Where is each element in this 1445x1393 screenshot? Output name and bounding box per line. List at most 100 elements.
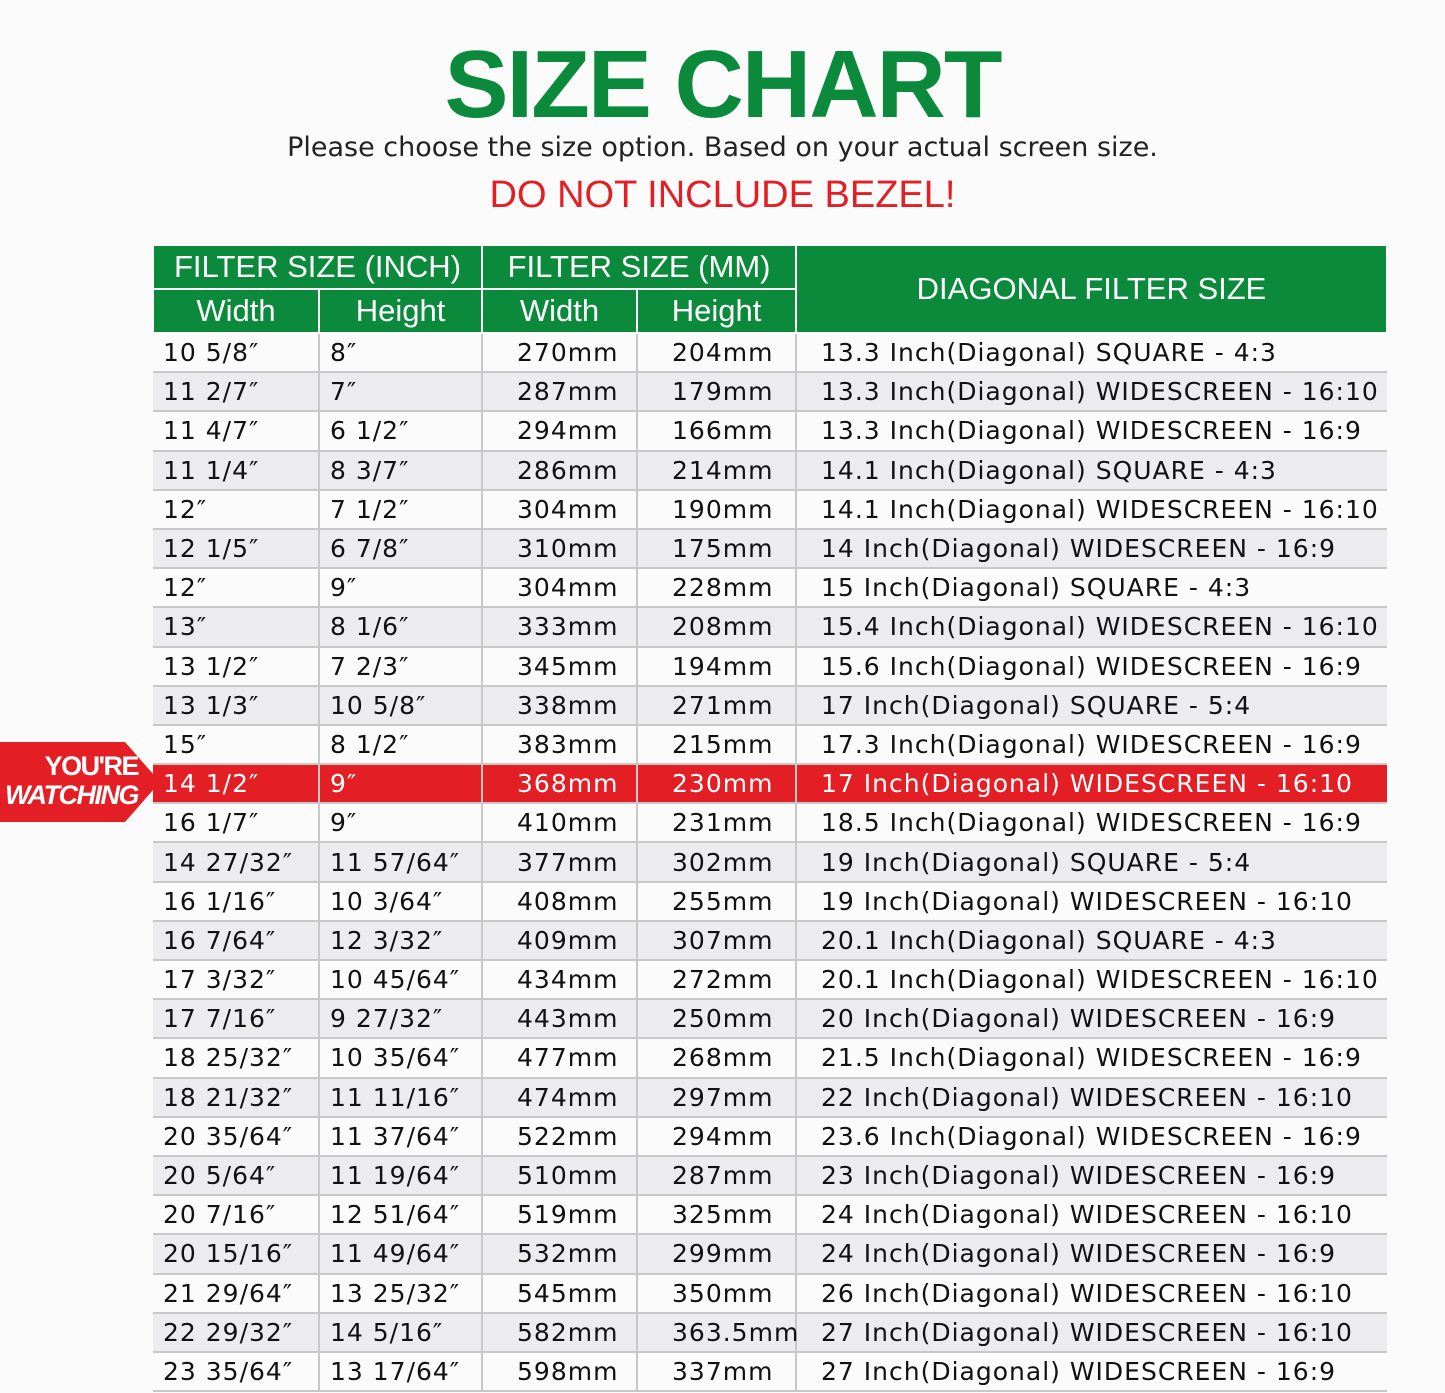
- inch-width-cell: 12″: [153, 489, 320, 530]
- inch-height-cell: 6 7/8″: [319, 528, 484, 570]
- mm-height-cell: 287mm: [637, 1155, 798, 1197]
- mm-height-cell: 204mm: [637, 333, 798, 374]
- badge-line2: WATCHING: [5, 780, 139, 810]
- diagonal-size-cell: 19 Inch(Diagonal) WIDESCREEN - 16:10: [796, 881, 1387, 922]
- diagonal-size-cell: 17 Inch(Diagonal) SQUARE - 5:4: [796, 685, 1387, 726]
- diagonal-size-cell: 15.4 Inch(Diagonal) WIDESCREEN - 16:10: [796, 607, 1387, 648]
- inch-height-cell: 10 5/8″: [319, 685, 484, 726]
- mm-width-cell: 545mm: [482, 1273, 639, 1314]
- table-row: 15″ 8 1/2″ 383mm 215mm 17.3 Inch(Diagonal) W…: [153, 724, 1387, 766]
- mm-height-cell: 297mm: [637, 1077, 798, 1118]
- mm-width-cell: 477mm: [482, 1038, 639, 1079]
- mm-width-cell: 410mm: [482, 803, 639, 844]
- page-title: SIZE CHART: [444, 31, 1003, 138]
- inch-height-cell: 10 35/64″: [319, 1038, 484, 1079]
- diagonal-size-cell: 14.1 Inch(Diagonal) SQUARE - 4:3: [796, 450, 1387, 491]
- mm-width-cell: 522mm: [482, 1116, 639, 1157]
- header-mm: FILTER SIZE (MM): [481, 244, 798, 290]
- mm-height-cell: 194mm: [637, 646, 798, 687]
- table-row: 18 21/32″ 11 11/16″ 474mm 297mm 22 Inch(Diag…: [153, 1077, 1387, 1118]
- mm-width-cell: 383mm: [482, 724, 639, 766]
- table-row: 20 7/16″ 12 51/64″ 519mm 325mm 24 Inch(Diago…: [153, 1195, 1387, 1236]
- mm-width-cell: 286mm: [482, 450, 639, 491]
- table-row: 12 1/5″ 6 7/8″ 310mm 175mm 14 Inch(Diagonal)…: [153, 528, 1387, 570]
- diagonal-size-cell: 20.1 Inch(Diagonal) SQUARE - 4:3: [796, 920, 1387, 962]
- mm-width-cell: 368mm: [482, 764, 639, 805]
- inch-width-cell: 14 27/32″: [153, 842, 320, 883]
- mm-width-cell: 304mm: [482, 489, 639, 530]
- table-row: 11 1/4″ 8 3/7″ 286mm 214mm 14.1 Inch(Diagona…: [153, 450, 1387, 491]
- table-row: 11 2/7″ 7″ 287mm 179mm 13.3 Inch(Diagonal) W…: [153, 372, 1387, 413]
- mm-width-cell: 294mm: [482, 411, 639, 452]
- inch-height-cell: 9″: [319, 764, 484, 805]
- mm-height-cell: 350mm: [637, 1273, 798, 1314]
- diagonal-size-cell: 20.1 Inch(Diagonal) WIDESCREEN - 16:10: [796, 960, 1387, 1001]
- inch-height-cell: 14 5/16″: [319, 1312, 484, 1353]
- mm-height-cell: 325mm: [637, 1195, 798, 1236]
- table-row: 13 1/2″ 7 2/3″ 345mm 194mm 15.6 Inch(Diagona…: [153, 646, 1387, 687]
- diagonal-size-cell: 21.5 Inch(Diagonal) WIDESCREEN - 16:9: [796, 1038, 1387, 1079]
- inch-width-cell: 11 1/4″: [153, 450, 320, 491]
- mm-height-cell: 166mm: [637, 411, 798, 452]
- diagonal-size-cell: 13.3 Inch(Diagonal) WIDESCREEN - 16:10: [796, 372, 1387, 413]
- inch-height-cell: 8″: [319, 333, 484, 374]
- inch-height-cell: 8 3/7″: [319, 450, 484, 491]
- inch-width-cell: 10 5/8″: [153, 333, 320, 374]
- diagonal-size-cell: 26 Inch(Diagonal) WIDESCREEN - 16:10: [796, 1273, 1387, 1314]
- inch-height-cell: 11 49/64″: [319, 1234, 484, 1275]
- inch-width-cell: 11 4/7″: [153, 411, 320, 452]
- inch-height-cell: 8 1/6″: [319, 607, 484, 648]
- diagonal-size-cell: 13.3 Inch(Diagonal) SQUARE - 4:3: [796, 333, 1387, 374]
- table-row: 23 35/64″ 13 17/64″ 598mm 337mm 27 Inch(Diag…: [153, 1351, 1387, 1393]
- diagonal-size-cell: 27 Inch(Diagonal) WIDESCREEN - 16:9: [796, 1351, 1387, 1393]
- mm-width-cell: 598mm: [482, 1351, 639, 1393]
- header-mm-height: Height: [636, 288, 798, 334]
- inch-height-cell: 8 1/2″: [319, 724, 484, 766]
- header-mm-width: Width: [481, 288, 639, 334]
- table-row: 13″ 8 1/6″ 333mm 208mm 15.4 Inch(Diagonal) W…: [153, 607, 1387, 648]
- table-row: 21 29/64″ 13 25/32″ 545mm 350mm 26 Inch(Diag…: [153, 1273, 1387, 1314]
- diagonal-size-cell: 22 Inch(Diagonal) WIDESCREEN - 16:10: [796, 1077, 1387, 1118]
- mm-height-cell: 214mm: [637, 450, 798, 491]
- inch-width-cell: 13 1/3″: [153, 685, 320, 726]
- mm-width-cell: 443mm: [482, 999, 639, 1040]
- table-row: 16 1/7″ 9″ 410mm 231mm 18.5 Inch(Diagonal) W…: [153, 803, 1387, 844]
- mm-width-cell: 345mm: [482, 646, 639, 687]
- mm-height-cell: 231mm: [637, 803, 798, 844]
- inch-width-cell: 16 7/64″: [153, 920, 320, 962]
- diagonal-size-cell: 17.3 Inch(Diagonal) WIDESCREEN - 16:9: [796, 724, 1387, 766]
- inch-height-cell: 9″: [319, 568, 484, 609]
- inch-width-cell: 16 1/16″: [153, 881, 320, 922]
- inch-width-cell: 20 15/16″: [153, 1234, 320, 1275]
- header-inch: FILTER SIZE (INCH): [151, 244, 484, 290]
- mm-width-cell: 510mm: [482, 1155, 639, 1197]
- mm-height-cell: 299mm: [637, 1234, 798, 1275]
- table-row: 18 25/32″ 10 35/64″ 477mm 268mm 21.5 Inch(Di…: [153, 1038, 1387, 1079]
- inch-width-cell: 11 2/7″: [153, 372, 320, 413]
- inch-width-cell: 16 1/7″: [153, 803, 320, 844]
- inch-height-cell: 7″: [319, 372, 484, 413]
- table-row: 12″ 9″ 304mm 228mm 15 Inch(Diagonal) SQUARE …: [153, 568, 1387, 609]
- mm-width-cell: 338mm: [482, 685, 639, 726]
- diagonal-size-cell: 15.6 Inch(Diagonal) WIDESCREEN - 16:9: [796, 646, 1387, 687]
- mm-width-cell: 310mm: [482, 528, 639, 570]
- inch-height-cell: 7 1/2″: [319, 489, 484, 530]
- mm-height-cell: 271mm: [637, 685, 798, 726]
- inch-height-cell: 7 2/3″: [319, 646, 484, 687]
- mm-width-cell: 377mm: [482, 842, 639, 883]
- mm-height-cell: 307mm: [637, 920, 798, 962]
- inch-width-cell: 13″: [153, 607, 320, 648]
- diagonal-size-cell: 13.3 Inch(Diagonal) WIDESCREEN - 16:9: [796, 411, 1387, 452]
- inch-height-cell: 11 37/64″: [319, 1116, 484, 1157]
- inch-width-cell: 12″: [153, 568, 320, 609]
- inch-width-cell: 17 3/32″: [153, 960, 320, 1001]
- inch-width-cell: 20 35/64″: [153, 1116, 320, 1157]
- inch-width-cell: 18 25/32″: [153, 1038, 320, 1079]
- mm-width-cell: 532mm: [482, 1234, 639, 1275]
- mm-height-cell: 230mm: [637, 764, 798, 805]
- table-row: 10 5/8″ 8″ 270mm 204mm 13.3 Inch(Diagonal) S…: [153, 333, 1387, 374]
- mm-width-cell: 434mm: [482, 960, 639, 1001]
- diagonal-size-cell: 24 Inch(Diagonal) WIDESCREEN - 16:10: [796, 1195, 1387, 1236]
- mm-height-cell: 272mm: [637, 960, 798, 1001]
- table-row: 13 1/3″ 10 5/8″ 338mm 271mm 17 Inch(Diagonal…: [153, 685, 1387, 726]
